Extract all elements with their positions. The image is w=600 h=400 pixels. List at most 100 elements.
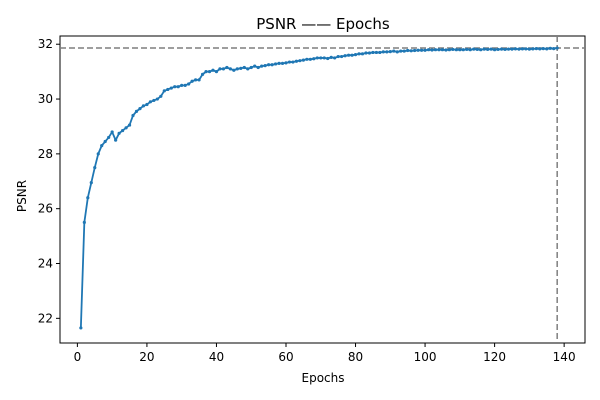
data-point bbox=[207, 70, 212, 74]
data-point bbox=[114, 138, 118, 142]
data-point bbox=[447, 48, 451, 52]
x-tick-label: 40 bbox=[209, 350, 224, 364]
data-point bbox=[263, 64, 267, 68]
data-point bbox=[305, 57, 309, 61]
x-tick-label: 60 bbox=[278, 350, 293, 364]
data-point bbox=[513, 47, 518, 51]
y-tick-label: 26 bbox=[38, 202, 53, 216]
data-point bbox=[159, 94, 163, 98]
data-point bbox=[249, 65, 253, 70]
data-point bbox=[381, 50, 385, 54]
data-point bbox=[127, 123, 132, 127]
data-point bbox=[315, 56, 319, 60]
data-point bbox=[402, 49, 406, 53]
data-point bbox=[374, 50, 378, 55]
data-point bbox=[134, 109, 139, 113]
data-point bbox=[169, 86, 173, 90]
data-point bbox=[100, 144, 104, 148]
data-point bbox=[538, 47, 542, 51]
data-point bbox=[277, 61, 281, 66]
data-point bbox=[117, 131, 121, 135]
data-point bbox=[218, 67, 222, 71]
x-tick-label: 140 bbox=[553, 350, 576, 364]
data-point bbox=[364, 51, 368, 55]
data-point bbox=[183, 83, 187, 87]
data-point bbox=[89, 181, 93, 185]
data-point bbox=[246, 67, 250, 71]
data-point bbox=[176, 85, 180, 89]
data-point bbox=[367, 51, 372, 55]
data-point bbox=[437, 48, 441, 52]
data-point bbox=[468, 48, 472, 52]
data-point bbox=[284, 61, 288, 65]
data-point bbox=[371, 50, 375, 55]
x-tick-label: 0 bbox=[74, 350, 82, 364]
data-point bbox=[350, 53, 354, 57]
data-point bbox=[392, 49, 396, 53]
data-point bbox=[517, 47, 521, 51]
data-point bbox=[433, 48, 438, 52]
data-point bbox=[214, 70, 219, 74]
data-point bbox=[225, 65, 229, 70]
psnr-series-line bbox=[79, 47, 558, 328]
data-point bbox=[541, 47, 545, 51]
y-axis-ticks: 22 24 26 28 30 32 bbox=[38, 37, 60, 325]
data-point bbox=[399, 49, 403, 53]
data-point bbox=[388, 50, 392, 54]
data-point bbox=[360, 52, 365, 56]
data-point bbox=[221, 67, 226, 71]
data-point bbox=[413, 48, 417, 53]
plot-frame bbox=[59, 35, 586, 344]
data-point bbox=[197, 78, 201, 82]
data-point bbox=[510, 47, 514, 51]
data-point bbox=[173, 85, 177, 89]
data-point bbox=[520, 47, 525, 51]
data-point bbox=[124, 126, 128, 130]
data-point bbox=[79, 326, 83, 330]
chart-title: PSNR —— Epochs bbox=[256, 15, 390, 33]
y-tick-label: 28 bbox=[38, 147, 53, 161]
data-point bbox=[298, 59, 302, 63]
data-point bbox=[482, 47, 486, 51]
data-point bbox=[552, 47, 556, 51]
data-point bbox=[385, 50, 389, 54]
data-point bbox=[475, 47, 479, 52]
data-point bbox=[291, 60, 295, 64]
data-point bbox=[148, 100, 152, 104]
data-point bbox=[458, 48, 462, 52]
data-point bbox=[103, 139, 107, 144]
data-point bbox=[322, 56, 326, 60]
y-tick-label: 22 bbox=[38, 311, 53, 325]
data-point bbox=[503, 47, 507, 52]
x-tick-label: 120 bbox=[483, 350, 506, 364]
data-point bbox=[187, 82, 191, 86]
data-point bbox=[444, 48, 448, 52]
data-point bbox=[346, 53, 351, 57]
data-point bbox=[326, 56, 330, 61]
y-tick-label: 24 bbox=[38, 257, 53, 271]
data-point bbox=[545, 47, 549, 51]
data-point bbox=[239, 66, 243, 70]
data-point bbox=[454, 48, 458, 52]
data-point bbox=[496, 47, 500, 52]
data-point bbox=[527, 47, 531, 51]
data-point bbox=[256, 65, 260, 70]
data-point bbox=[357, 52, 361, 56]
plot-area-border bbox=[59, 35, 586, 344]
data-point bbox=[232, 68, 236, 72]
data-point bbox=[451, 47, 455, 52]
data-point bbox=[267, 63, 271, 67]
x-axis-ticks: 0 20 40 60 80 100 120 140 bbox=[74, 343, 576, 364]
data-point bbox=[479, 48, 483, 52]
data-point bbox=[333, 56, 337, 60]
data-point bbox=[353, 53, 358, 57]
data-point bbox=[534, 47, 538, 51]
data-point bbox=[211, 68, 215, 72]
data-point bbox=[287, 60, 292, 64]
data-point bbox=[141, 104, 146, 108]
data-point bbox=[162, 89, 166, 93]
data-point bbox=[472, 47, 476, 51]
data-point bbox=[82, 220, 86, 224]
data-point bbox=[93, 165, 97, 170]
